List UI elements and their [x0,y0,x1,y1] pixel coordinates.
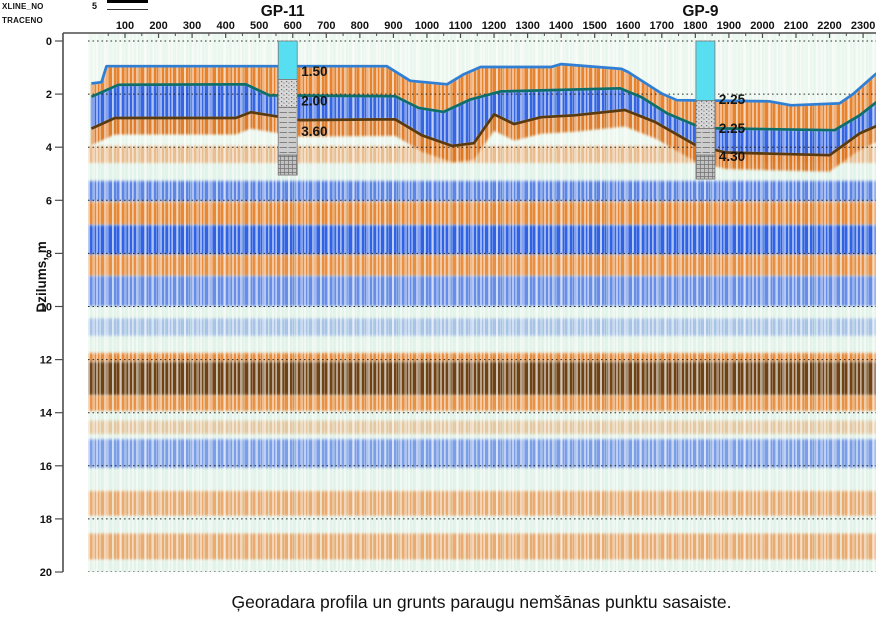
trace-tick-label: 1200 [482,20,506,32]
depth-tick-label: 10 [40,302,52,314]
trace-tick-label: 1300 [515,20,539,32]
trace-tick-label: 800 [351,20,369,32]
xline-no-label: XLINE_NO [2,2,44,11]
trace-tick-label: 600 [284,20,302,32]
streak-texture [88,33,876,572]
borehole-title: GP-11 [261,3,305,20]
window-top-bar-line [107,9,148,10]
borehole-layer-dashes [277,106,298,156]
trace-tick-label: 1600 [616,20,640,32]
borehole-layer-grid [695,154,716,180]
trace-tick-label: 2100 [784,20,808,32]
depth-tick-label: 20 [40,567,52,579]
depth-tick-label: 14 [40,408,53,420]
depth-tick-label: 16 [40,461,52,473]
borehole-depth-label: 2.25 [719,121,746,136]
borehole-layer-dots [695,100,716,130]
trace-tick-label: 1100 [449,20,473,32]
depth-tick-label: 2 [46,89,52,101]
trace-tick-label: 100 [116,20,134,32]
trace-tick-label: 1500 [582,20,606,32]
horizon-blue [91,62,876,107]
trace-tick-label: 500 [250,20,268,32]
trace-tick-label: 2300 [851,20,875,32]
trace-tick-label: 1800 [683,20,707,32]
trace-tick-label: 2000 [750,20,774,32]
depth-tick-label: 0 [46,36,52,48]
borehole-title: GP-9 [682,3,719,20]
borehole-logs: GP-11 1.50 2.00 3.60 GP-9 2.25 2.25 4.30 [261,3,746,180]
borehole-depth-label: 2.25 [719,92,746,107]
trace-tick-label: 1900 [717,20,741,32]
trace-tick-label: 400 [216,20,234,32]
trace-tick-label: 200 [149,20,167,32]
trace-tick-label: 1400 [549,20,573,32]
figure-caption: Ģeoradara profila un grunts paraugu nemš… [231,592,732,612]
radargram-plot-area [88,33,876,572]
xline-no-value: 5 [92,1,98,11]
trace-tick-label: 300 [183,20,201,32]
traceno-label: TRACENO [2,16,43,25]
trace-tick-label: 1700 [650,20,674,32]
borehole-layer-dots [277,79,298,108]
depth-tick-label: 18 [40,514,52,526]
trace-tick-label: 1000 [415,20,439,32]
borehole-depth-label: 3.60 [301,124,327,139]
trace-tick-label: 2200 [817,20,841,32]
window-top-bar [107,0,148,3]
depth-tick-label: 4 [46,142,53,154]
trace-tick-label: 700 [317,20,335,32]
borehole-layer-grid [277,154,298,176]
trace-tick-label: 900 [384,20,402,32]
depth-axis-label: Dzilums, m [34,241,50,313]
borehole-layer-water [277,40,298,80]
axes: 100 200 300 400 500 600 700 800 900 1000 1100 1200 1… [40,20,876,579]
depth-tick-label: 12 [40,355,52,367]
horizon-brown [90,108,876,157]
depth-tick-label: 6 [46,195,52,207]
borehole-depth-label: 2.00 [301,94,327,109]
borehole-layer-dashes [695,128,716,156]
depth-tick-label: 8 [46,248,52,260]
borehole-depth-label: 1.50 [301,64,327,79]
borehole-layer-water [695,40,716,102]
borehole-depth-label: 4.30 [719,149,745,164]
horizon-teal [90,82,876,132]
